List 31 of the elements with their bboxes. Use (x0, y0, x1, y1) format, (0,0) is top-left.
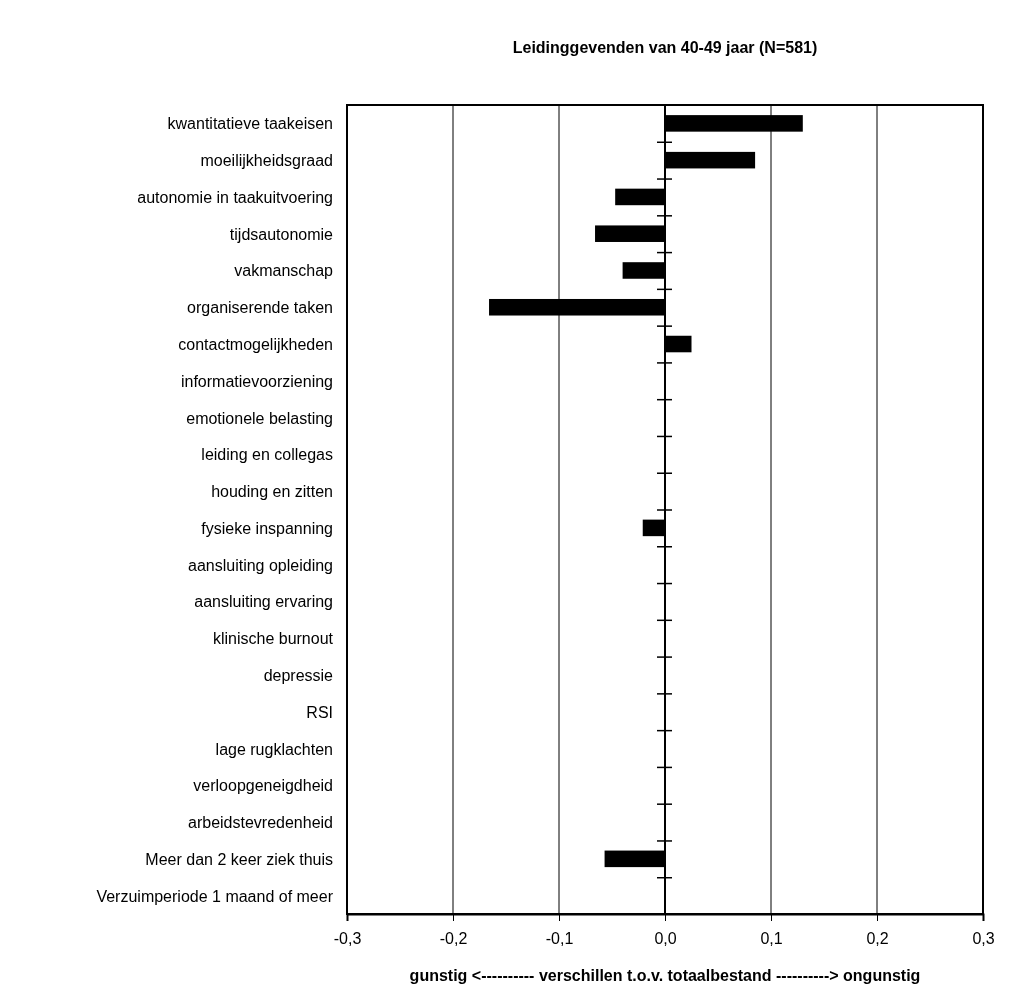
y-tick-label: depressie (263, 666, 334, 684)
y-tick-label: kwantitatieve taakeisen (167, 115, 333, 133)
y-tick-label: houding en zitten (211, 483, 333, 501)
y-tick-label: vakmanschap (234, 262, 334, 280)
x-tick-label: 0,0 (654, 930, 677, 948)
y-tick-label: informatievoorziening (180, 372, 333, 390)
y-tick-label: fysieke inspanning (201, 519, 333, 537)
y-tick-label: RSI (306, 703, 333, 721)
x-tick-label: -0,2 (439, 930, 468, 948)
x-tick-label: -0,3 (333, 930, 362, 948)
y-tick-label: aansluiting opleiding (188, 556, 333, 574)
y-tick-label: leiding en collegas (201, 446, 333, 464)
x-tick-label: -0,1 (545, 930, 574, 948)
y-tick-label: klinische burnout (212, 630, 334, 648)
y-tick-label: moeilijkheidsgraad (200, 152, 333, 170)
y-tick-label: autonomie in taakuitvoering (137, 188, 333, 206)
y-tick-label: tijdsautonomie (229, 225, 334, 243)
y-tick-label: verloopgeneigdheid (193, 777, 333, 795)
y-tick-label: organiserende taken (187, 299, 333, 317)
y-tick-label: Verzuimperiode 1 maand of meer (96, 887, 334, 905)
x-tick-label: 0,1 (760, 930, 783, 948)
y-tick-label: contactmogelijkheden (178, 336, 333, 354)
y-tick-label: emotionele belasting (186, 409, 333, 427)
y-tick-label: Meer dan 2 keer ziek thuis (145, 850, 333, 868)
chart-title: Leidinggevenden van 40-49 jaar (N=581) (512, 39, 818, 56)
y-tick-label: arbeidstevredenheid (188, 814, 333, 832)
x-tick-label: 0,3 (972, 930, 995, 948)
x-tick-label: 0,2 (866, 930, 889, 948)
y-tick-label: aansluiting ervaring (194, 593, 333, 611)
y-tick-label: lage rugklachten (215, 740, 333, 758)
x-axis-title: gunstig <---------- verschillen t.o.v. totaalbestand ----------> ongunstig (409, 967, 921, 984)
